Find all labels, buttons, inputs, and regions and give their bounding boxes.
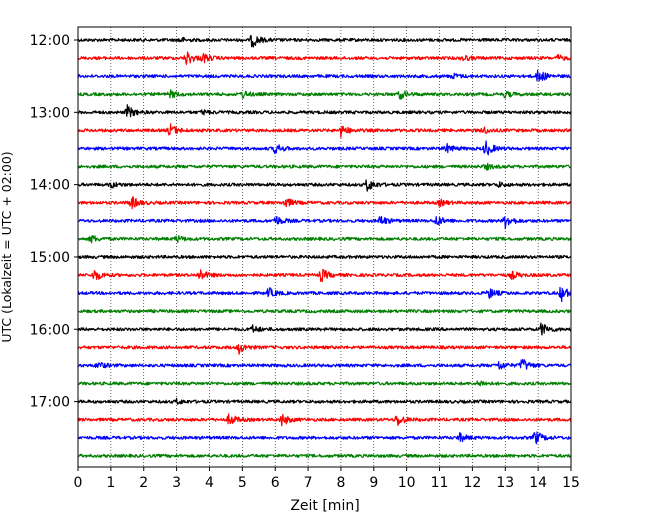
x-tick-label: 10 — [398, 475, 416, 491]
trace-1215 — [77, 51, 572, 65]
trace-1515 — [77, 268, 572, 283]
y-tick-label: 14:00 — [30, 178, 70, 194]
trace-1530 — [77, 286, 572, 303]
y-tick-label: 16:00 — [30, 322, 70, 338]
trace-1345 — [77, 162, 572, 171]
x-tick-label: 6 — [271, 475, 280, 491]
plot-frame — [77, 26, 572, 468]
y-tick-label: 13:00 — [30, 105, 70, 121]
trace-1630 — [77, 358, 572, 370]
trace-1600 — [77, 322, 572, 336]
trace-1315 — [77, 123, 572, 139]
trace-1615 — [77, 344, 572, 355]
y-tick-label: 17:00 — [30, 395, 70, 411]
x-tick-label: 11 — [431, 475, 449, 491]
y-axis-label: UTC (Lokalzeit = UTC + 02:00) — [0, 151, 14, 342]
trace-1400 — [77, 179, 572, 192]
x-tick-label: 0 — [74, 475, 83, 491]
trace-1645 — [77, 380, 572, 387]
x-tick-label: 14 — [529, 475, 547, 491]
x-tick-label: 3 — [172, 475, 181, 491]
trace-1500 — [77, 254, 572, 260]
x-tick-label: 12 — [463, 475, 481, 491]
trace-1700 — [77, 397, 572, 405]
trace-1745 — [77, 453, 572, 458]
x-tick-label: 1 — [106, 475, 115, 491]
vertical-gridlines — [110, 27, 539, 467]
trace-1330 — [77, 140, 572, 156]
y-axis-ticks: 12:00 13:00 14:00 15:00 16:00 17:00 — [30, 33, 78, 411]
x-tick-label: 15 — [562, 475, 580, 491]
y-tick-label: 12:00 — [30, 33, 70, 49]
trace-1545 — [77, 309, 572, 314]
trace-1230 — [77, 69, 572, 82]
trace-1715 — [77, 413, 572, 427]
trace-1415 — [77, 196, 572, 210]
x-tick-label: 9 — [369, 475, 378, 491]
trace-1445 — [77, 235, 572, 244]
x-tick-label: 8 — [336, 475, 345, 491]
trace-1730 — [77, 431, 572, 445]
x-tick-label: 5 — [238, 475, 247, 491]
x-tick-label: 13 — [496, 475, 514, 491]
x-tick-label: 4 — [205, 475, 214, 491]
trace-1200 — [77, 34, 572, 48]
y-tick-label: 15:00 — [30, 250, 70, 266]
x-tick-label: 7 — [304, 475, 313, 491]
seismogram-traces — [77, 34, 572, 458]
x-axis-label: Zeit [min] — [290, 498, 359, 514]
trace-1430 — [77, 215, 572, 230]
x-tick-label: 2 — [139, 475, 148, 491]
x-axis-ticks: 0 1 2 3 4 5 6 7 8 9 10 11 12 13 14 15 — [74, 467, 580, 491]
trace-1300 — [77, 104, 572, 118]
trace-1245 — [77, 89, 572, 100]
